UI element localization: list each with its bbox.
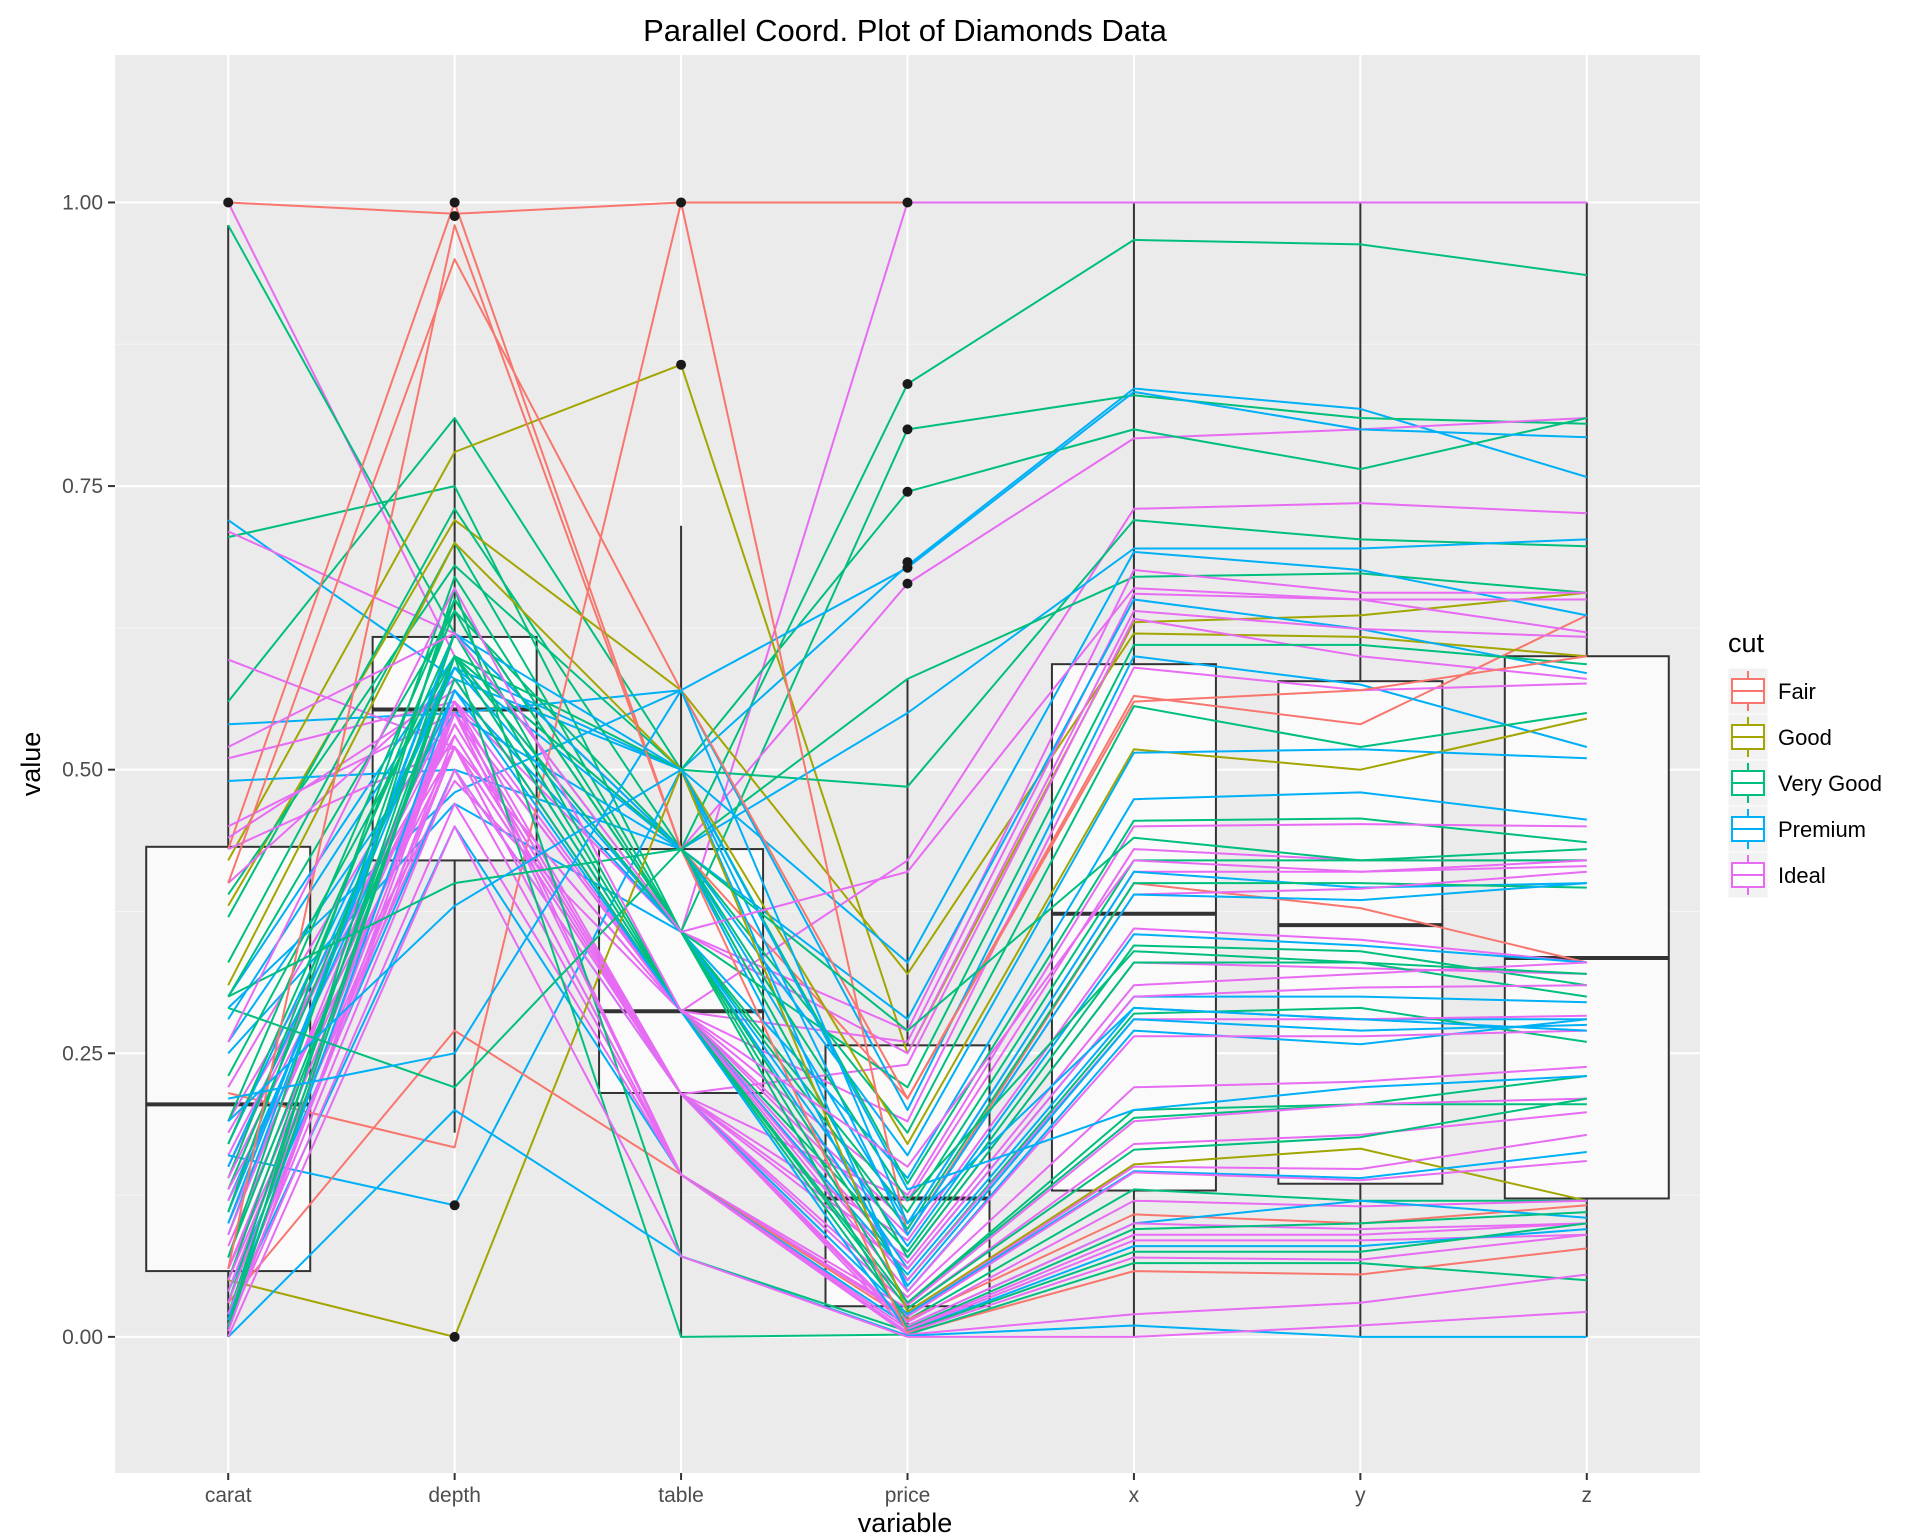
legend-label-very-good: Very Good bbox=[1778, 771, 1882, 796]
legend-label-premium: Premium bbox=[1778, 817, 1866, 842]
x-tick-label-z: z bbox=[1582, 1484, 1593, 1507]
series-line-premium bbox=[227, 1109, 1587, 1338]
outlier-point-carat bbox=[223, 197, 234, 208]
x-tick-label-price: price bbox=[885, 1484, 931, 1507]
outlier-point-price bbox=[902, 197, 913, 208]
series-line-ideal bbox=[227, 734, 1587, 1327]
series-line-ideal bbox=[227, 780, 1587, 1265]
series-line-very-good bbox=[227, 507, 1587, 918]
series-line-very-good bbox=[227, 609, 1587, 1253]
series-line-very-good bbox=[227, 848, 1587, 1202]
outlier-point-price bbox=[902, 578, 913, 589]
y-tick-label: 0.25 bbox=[62, 1042, 103, 1065]
series-line-good bbox=[227, 519, 1587, 975]
outlier-point-depth bbox=[449, 1200, 460, 1211]
series-line-very-good bbox=[227, 836, 1587, 1032]
outlier-point-depth bbox=[449, 197, 460, 208]
x-axis-title: variable bbox=[858, 1508, 953, 1536]
series-line-premium bbox=[227, 768, 1587, 1191]
series-line-fair bbox=[227, 258, 1587, 1100]
outlier-point-price bbox=[902, 486, 913, 497]
x-tick-label-depth: depth bbox=[428, 1484, 481, 1507]
x-tick-label-table: table bbox=[658, 1484, 704, 1507]
series-line-premium bbox=[227, 666, 1587, 1248]
x-tick-label-y: y bbox=[1355, 1484, 1366, 1507]
outlier-point-price bbox=[902, 562, 913, 573]
outlier-point-table bbox=[676, 359, 687, 370]
x-tick-label-carat: carat bbox=[205, 1484, 252, 1507]
series-line-ideal bbox=[227, 825, 1587, 1338]
legend-title: cut bbox=[1728, 628, 1765, 658]
x-tick-label-x: x bbox=[1129, 1484, 1140, 1507]
legend-label-good: Good bbox=[1778, 725, 1832, 750]
legend-label-fair: Fair bbox=[1778, 679, 1816, 704]
y-axis-title: value bbox=[16, 732, 46, 797]
series-line-ideal bbox=[227, 723, 1587, 1299]
y-tick-label: 0.75 bbox=[62, 475, 103, 498]
x-axis-ticks: carat depth table price x y z bbox=[205, 1473, 1592, 1507]
series-lines bbox=[227, 201, 1588, 1338]
series-line-ideal bbox=[227, 587, 1587, 933]
y-tick-label: 1.00 bbox=[62, 191, 103, 214]
y-axis-ticks: 0.00 0.25 0.50 0.75 1.00 bbox=[62, 191, 115, 1349]
series-line-premium bbox=[227, 655, 1588, 1111]
series-line-ideal bbox=[227, 587, 1587, 1168]
outlier-point-price bbox=[902, 424, 913, 435]
outlier-points bbox=[223, 197, 913, 1342]
legend: cut Fair Good Very Good Premium Ideal bbox=[1727, 628, 1882, 899]
series-line-very-good bbox=[227, 519, 1587, 896]
legend-label-ideal: Ideal bbox=[1778, 863, 1826, 888]
outlier-point-depth bbox=[449, 1331, 460, 1342]
series-line-premium bbox=[228, 689, 1587, 1225]
box-x bbox=[1050, 663, 1217, 1192]
series-line-ideal bbox=[227, 712, 1587, 1336]
series-line-ideal bbox=[227, 700, 1587, 1318]
outlier-point-table bbox=[676, 197, 687, 208]
series-line-good bbox=[227, 541, 1588, 1145]
y-tick-label: 0.50 bbox=[62, 759, 103, 782]
outlier-point-price bbox=[902, 378, 913, 389]
y-tick-label: 0.00 bbox=[62, 1326, 103, 1349]
chart-title: Parallel Coord. Plot of Diamonds Data bbox=[643, 13, 1168, 48]
outlier-point-depth bbox=[449, 211, 460, 222]
